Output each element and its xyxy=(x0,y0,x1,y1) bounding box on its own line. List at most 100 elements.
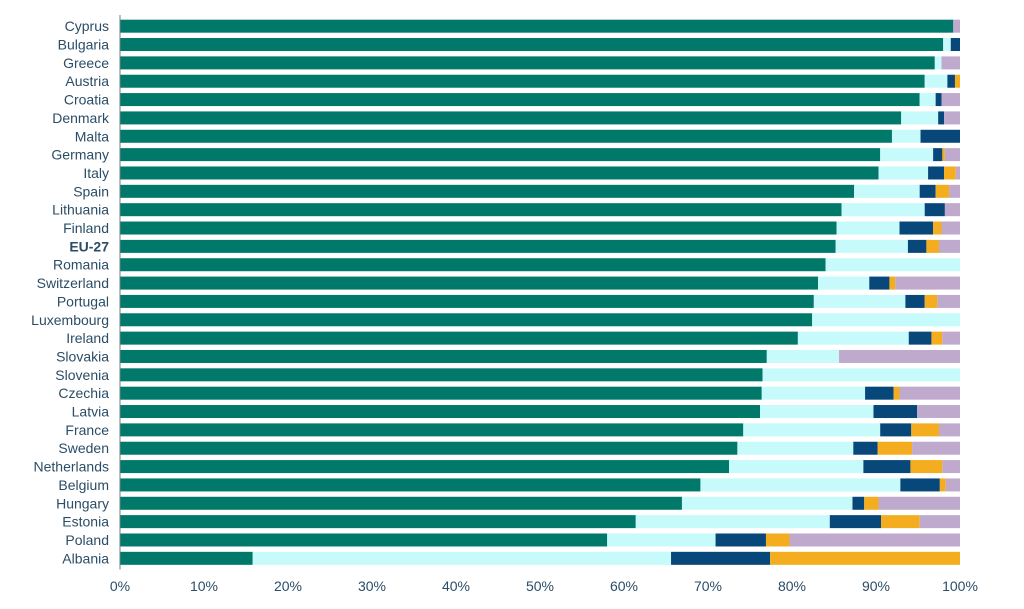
category-label: Denmark xyxy=(52,110,110,126)
bar-segment xyxy=(120,405,761,419)
bar-segment xyxy=(935,184,950,198)
bar-segment xyxy=(942,148,945,162)
bar-segment xyxy=(737,441,854,455)
bar-segment xyxy=(829,515,882,529)
category-label: Lithuania xyxy=(52,202,109,218)
bar-segment xyxy=(120,460,729,474)
category-label: Bulgaria xyxy=(58,37,110,53)
bar-segment xyxy=(120,203,842,217)
bar-segment xyxy=(911,423,939,437)
bar-segment xyxy=(905,294,925,308)
bar-segment xyxy=(941,56,960,70)
x-tick-label: 80% xyxy=(778,578,806,594)
category-label: Spain xyxy=(73,183,109,199)
bar-segment xyxy=(899,221,934,235)
bar-segment xyxy=(120,148,881,162)
bar-segment xyxy=(941,93,960,107)
bar-segment xyxy=(953,19,960,33)
category-label: Ireland xyxy=(66,330,109,346)
bar-segment xyxy=(766,349,840,363)
bar-segment xyxy=(893,386,900,400)
x-tick-label: 60% xyxy=(610,578,638,594)
bar-segment xyxy=(880,148,934,162)
bar-segment xyxy=(944,166,956,180)
bar-segment xyxy=(120,294,814,308)
x-tick-labels: 0% 10% 20% 30% 40% 50% 60% 70% 80% 90% 100% xyxy=(110,578,978,594)
category-label: Italy xyxy=(83,165,109,181)
category-label: Hungary xyxy=(56,495,109,511)
bar-segment xyxy=(873,405,918,419)
bar-segment xyxy=(901,111,939,125)
category-label: Slovakia xyxy=(56,348,109,364)
category-label: Luxembourg xyxy=(31,312,109,328)
bar-segment xyxy=(120,111,902,125)
category-label: Malta xyxy=(75,128,109,144)
bar-segment xyxy=(949,184,960,198)
bar-segment xyxy=(937,294,960,308)
bar-segment xyxy=(120,533,608,547)
bar-segment xyxy=(869,276,890,290)
bar-segment xyxy=(120,368,763,382)
bar-segment xyxy=(120,441,738,455)
x-tick-label: 10% xyxy=(190,578,218,594)
bar-segment xyxy=(812,313,960,327)
category-label: Sweden xyxy=(58,440,109,456)
bar-segment xyxy=(919,184,936,198)
bar-segment xyxy=(878,496,960,510)
bar-segment xyxy=(941,221,960,235)
bar-segment xyxy=(120,221,837,235)
bar-segment xyxy=(120,56,935,70)
bar-segment xyxy=(878,166,929,180)
bar-segment xyxy=(933,221,942,235)
bar-segment xyxy=(899,386,960,400)
bar-segment xyxy=(950,38,960,52)
bar-segment xyxy=(729,460,864,474)
bar-segment xyxy=(120,331,798,345)
bar-segment xyxy=(835,239,908,253)
bar-segment xyxy=(944,148,960,162)
bar-segment xyxy=(607,533,716,547)
category-label: Finland xyxy=(63,220,109,236)
bar-segment xyxy=(120,184,855,198)
bar-segment xyxy=(889,276,896,290)
bar-segment xyxy=(928,166,945,180)
bar-segment xyxy=(920,129,960,143)
bars-group xyxy=(120,19,960,565)
bar-segment xyxy=(853,441,878,455)
bar-segment xyxy=(891,129,921,143)
bar-segment xyxy=(120,19,954,33)
bar-segment xyxy=(120,423,744,437)
bar-segment xyxy=(635,515,830,529)
bar-segment xyxy=(919,515,960,529)
bar-segment xyxy=(947,74,955,88)
bar-segment xyxy=(907,239,927,253)
category-label: Germany xyxy=(51,147,109,163)
bar-segment xyxy=(120,239,836,253)
bar-segment xyxy=(120,93,920,107)
bar-segment xyxy=(120,276,819,290)
x-tick-label: 0% xyxy=(110,578,130,594)
bar-segment xyxy=(789,533,960,547)
category-label: EU-27 xyxy=(69,238,109,254)
bar-segment xyxy=(864,496,879,510)
bar-segment xyxy=(715,533,766,547)
category-label: Latvia xyxy=(72,404,110,420)
bar-segment xyxy=(924,74,948,88)
bar-segment xyxy=(841,203,925,217)
category-label: Estonia xyxy=(62,514,109,530)
bar-segment xyxy=(813,294,906,308)
bar-segment xyxy=(939,239,960,253)
category-label: Belgium xyxy=(58,477,109,493)
x-tick-label: 40% xyxy=(442,578,470,594)
bar-segment xyxy=(944,111,960,125)
bar-segment xyxy=(120,496,682,510)
bar-segment xyxy=(944,203,960,217)
category-label: Romania xyxy=(53,257,109,273)
category-labels: Cyprus Bulgaria Greece Austria Croatia Denmar… xyxy=(31,18,110,566)
bar-segment xyxy=(939,423,960,437)
bar-segment xyxy=(919,93,936,107)
bar-segment xyxy=(852,496,865,510)
category-label: France xyxy=(65,422,109,438)
x-tick-label: 90% xyxy=(862,578,890,594)
bar-segment xyxy=(895,276,960,290)
